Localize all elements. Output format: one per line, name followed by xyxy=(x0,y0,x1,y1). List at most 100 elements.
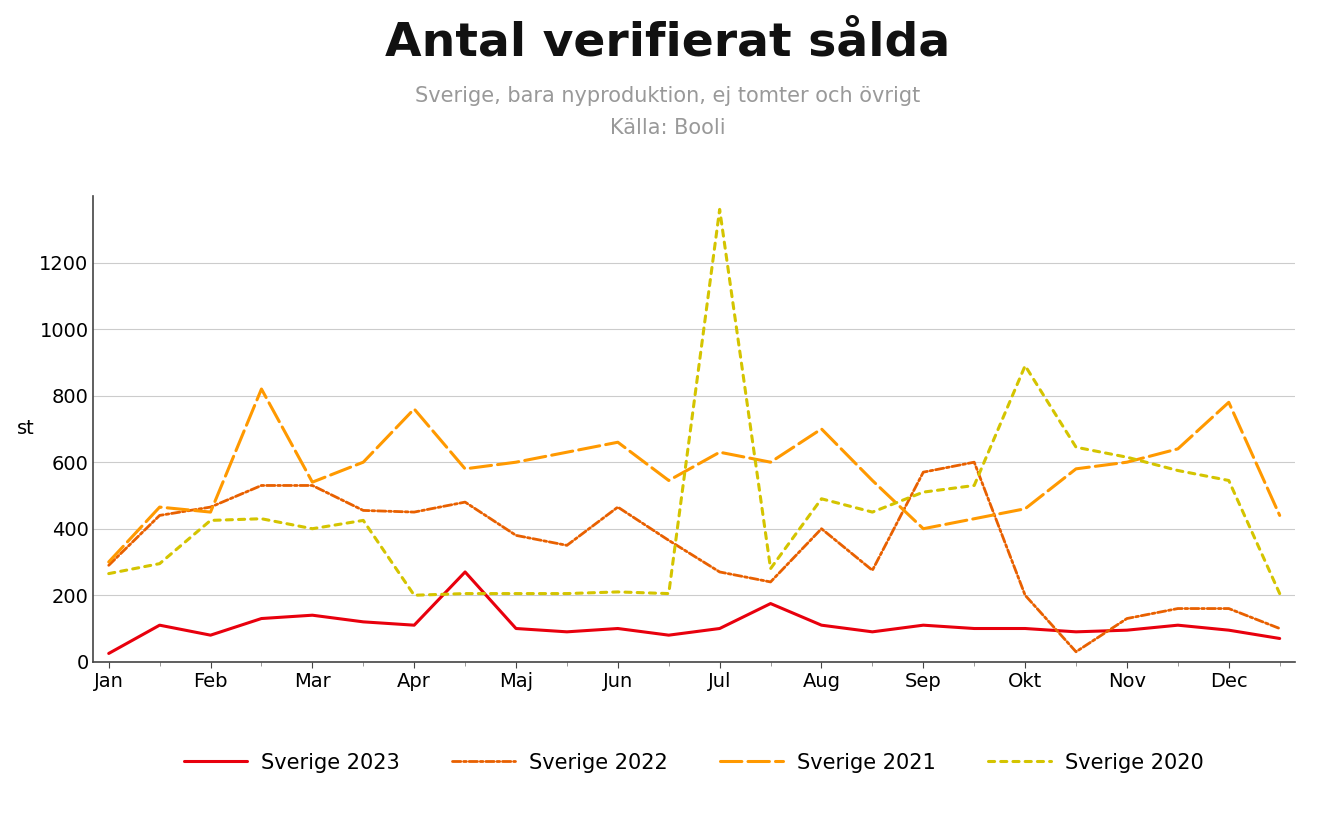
Sverige 2023 xyxy=(1169,620,1185,630)
Sverige 2021 xyxy=(304,477,320,487)
Sverige 2022 xyxy=(1169,604,1185,614)
Sverige 2022 xyxy=(355,506,371,516)
Sverige 2023 xyxy=(152,620,168,630)
Sverige 2020 xyxy=(712,204,728,214)
Sverige 2023 xyxy=(559,627,575,636)
Sverige 2020 xyxy=(1169,466,1185,475)
Sverige 2021 xyxy=(559,448,575,458)
Sverige 2023 xyxy=(813,620,829,630)
Text: Sverige, bara nyproduktion, ej tomter och övrigt: Sverige, bara nyproduktion, ej tomter oc… xyxy=(415,86,920,105)
Sverige 2021 xyxy=(712,448,728,458)
Sverige 2023 xyxy=(967,623,983,633)
Sverige 2021 xyxy=(355,458,371,467)
Sverige 2020 xyxy=(813,493,829,503)
Sverige 2021 xyxy=(509,458,525,467)
Sverige 2022 xyxy=(100,560,116,570)
Line: Sverige 2021: Sverige 2021 xyxy=(108,389,1280,562)
Sverige 2023 xyxy=(610,623,626,633)
Sverige 2021 xyxy=(203,507,219,517)
Sverige 2023 xyxy=(1220,625,1236,635)
Sverige 2021 xyxy=(661,475,677,485)
Sverige 2021 xyxy=(1220,397,1236,407)
Sverige 2021 xyxy=(864,475,880,485)
Sverige 2022 xyxy=(152,511,168,520)
Sverige 2022 xyxy=(1220,604,1236,614)
Sverige 2021 xyxy=(610,437,626,447)
Sverige 2020 xyxy=(967,480,983,490)
Sverige 2021 xyxy=(916,524,932,534)
Sverige 2023 xyxy=(100,649,116,659)
Sverige 2023 xyxy=(1068,627,1084,636)
Sverige 2020 xyxy=(1272,589,1288,599)
Sverige 2020 xyxy=(355,516,371,525)
Line: Sverige 2020: Sverige 2020 xyxy=(108,209,1280,596)
Sverige 2022 xyxy=(661,535,677,545)
Sverige 2020 xyxy=(916,487,932,497)
Sverige 2023 xyxy=(916,620,932,630)
Sverige 2022 xyxy=(610,502,626,512)
Sverige 2023 xyxy=(406,620,422,630)
Sverige 2023 xyxy=(254,614,270,623)
Sverige 2022 xyxy=(203,502,219,512)
Sverige 2023 xyxy=(355,617,371,627)
Sverige 2023 xyxy=(864,627,880,636)
Sverige 2023 xyxy=(1119,625,1135,635)
Y-axis label: st: st xyxy=(16,419,35,439)
Sverige 2022 xyxy=(1068,647,1084,657)
Sverige 2020 xyxy=(864,507,880,517)
Sverige 2023 xyxy=(457,567,473,577)
Sverige 2020 xyxy=(254,514,270,524)
Sverige 2022 xyxy=(967,458,983,467)
Sverige 2022 xyxy=(864,565,880,575)
Sverige 2022 xyxy=(712,567,728,577)
Text: Antal verifierat sålda: Antal verifierat sålda xyxy=(384,20,951,65)
Sverige 2022 xyxy=(457,498,473,507)
Sverige 2021 xyxy=(967,514,983,524)
Sverige 2022 xyxy=(304,480,320,490)
Sverige 2020 xyxy=(1220,475,1236,485)
Sverige 2023 xyxy=(712,623,728,633)
Sverige 2021 xyxy=(100,557,116,567)
Legend: Sverige 2023, Sverige 2022, Sverige 2021, Sverige 2020: Sverige 2023, Sverige 2022, Sverige 2021… xyxy=(176,744,1212,781)
Sverige 2020 xyxy=(304,524,320,534)
Sverige 2022 xyxy=(1017,591,1033,600)
Sverige 2023 xyxy=(661,630,677,640)
Sverige 2022 xyxy=(559,541,575,551)
Sverige 2022 xyxy=(509,530,525,540)
Sverige 2020 xyxy=(203,516,219,525)
Sverige 2020 xyxy=(509,589,525,599)
Sverige 2021 xyxy=(813,424,829,434)
Sverige 2020 xyxy=(152,559,168,569)
Sverige 2020 xyxy=(1068,442,1084,452)
Sverige 2022 xyxy=(1272,623,1288,633)
Sverige 2023 xyxy=(762,599,778,609)
Sverige 2023 xyxy=(203,630,219,640)
Sverige 2022 xyxy=(1119,614,1135,623)
Sverige 2022 xyxy=(406,507,422,517)
Sverige 2023 xyxy=(509,623,525,633)
Sverige 2022 xyxy=(916,467,932,477)
Sverige 2022 xyxy=(813,524,829,534)
Sverige 2020 xyxy=(610,587,626,597)
Sverige 2020 xyxy=(559,589,575,599)
Sverige 2021 xyxy=(254,384,270,394)
Sverige 2020 xyxy=(1017,361,1033,371)
Text: Källa: Booli: Källa: Booli xyxy=(610,118,725,138)
Sverige 2023 xyxy=(304,610,320,620)
Sverige 2021 xyxy=(1169,444,1185,453)
Sverige 2023 xyxy=(1017,623,1033,633)
Sverige 2022 xyxy=(762,577,778,587)
Sverige 2020 xyxy=(661,589,677,599)
Line: Sverige 2022: Sverige 2022 xyxy=(108,462,1280,652)
Sverige 2021 xyxy=(762,458,778,467)
Sverige 2020 xyxy=(457,589,473,599)
Sverige 2020 xyxy=(1119,453,1135,462)
Line: Sverige 2023: Sverige 2023 xyxy=(108,572,1280,654)
Sverige 2022 xyxy=(254,480,270,490)
Sverige 2020 xyxy=(100,569,116,578)
Sverige 2021 xyxy=(1017,504,1033,514)
Sverige 2023 xyxy=(1272,634,1288,644)
Sverige 2021 xyxy=(1119,458,1135,467)
Sverige 2021 xyxy=(1068,464,1084,474)
Sverige 2020 xyxy=(762,564,778,574)
